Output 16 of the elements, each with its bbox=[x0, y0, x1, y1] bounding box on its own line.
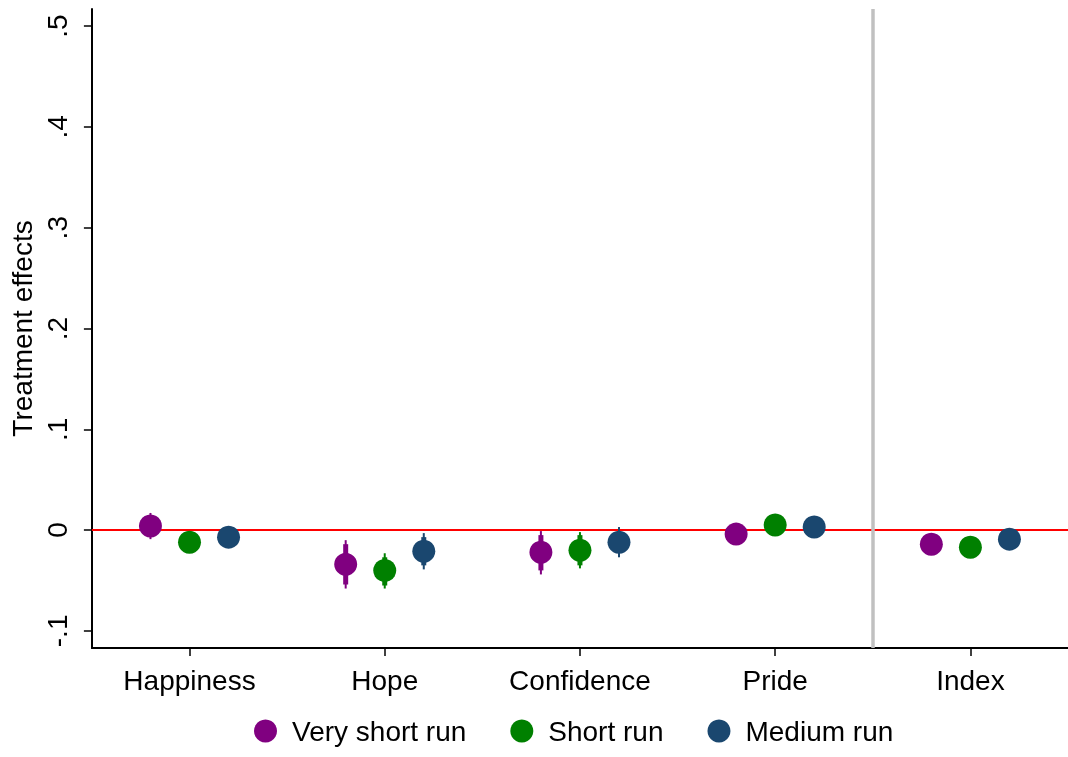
x-tick-label: Happiness bbox=[123, 664, 256, 696]
x-tick-label: Confidence bbox=[509, 664, 651, 696]
x-tick-label: Hope bbox=[351, 664, 419, 696]
y-tick-label: -.1 bbox=[42, 614, 74, 648]
y-tick-label: .1 bbox=[42, 417, 74, 441]
y-tick-label: .3 bbox=[42, 216, 74, 240]
legend-label: Short run bbox=[548, 715, 664, 747]
y-tick-label: .4 bbox=[42, 115, 74, 139]
legend-label: Medium run bbox=[745, 715, 894, 747]
x-tick-label: Index bbox=[936, 664, 1005, 696]
y-axis-title: Treatment effects bbox=[6, 220, 38, 437]
x-tick-label: Pride bbox=[742, 664, 808, 696]
legend-label: Very short run bbox=[292, 715, 467, 747]
y-tick-label: 0 bbox=[42, 522, 74, 538]
y-tick-label: .5 bbox=[42, 14, 74, 38]
y-tick-label: .2 bbox=[42, 316, 74, 341]
